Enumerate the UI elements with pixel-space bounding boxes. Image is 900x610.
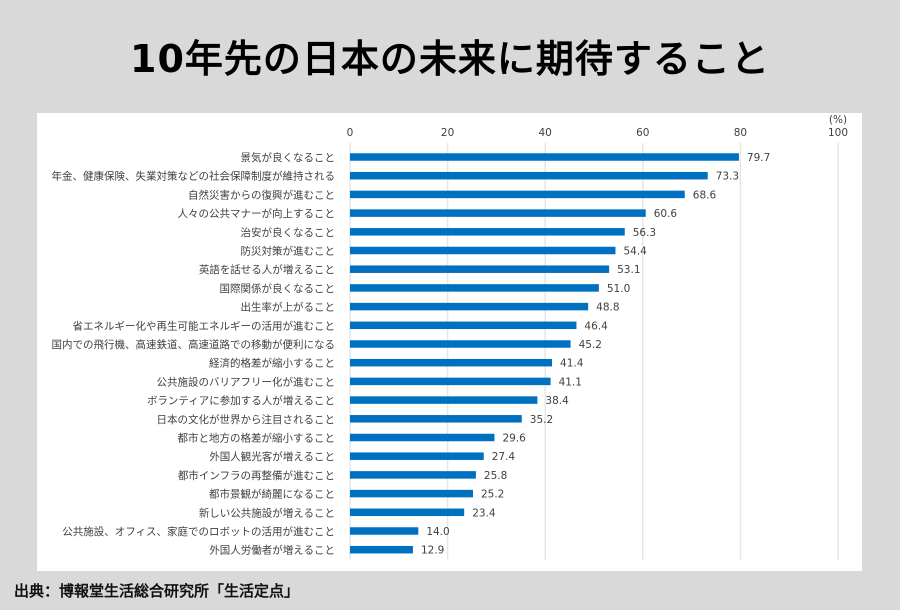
category-label: 経済的格差が縮小すること bbox=[209, 357, 335, 370]
category-label: 都市景観が綺麗になること bbox=[209, 488, 335, 501]
value-label: 14.0 bbox=[426, 526, 449, 538]
bar bbox=[350, 415, 522, 423]
bar bbox=[350, 209, 646, 217]
category-label: 公共施設、オフィス、家庭でのロボットの活用が進むこと bbox=[62, 525, 335, 538]
bar bbox=[350, 302, 589, 311]
bar bbox=[350, 396, 538, 404]
value-label: 25.2 bbox=[481, 489, 504, 501]
value-label: 53.1 bbox=[617, 264, 640, 276]
value-label: 29.6 bbox=[502, 433, 526, 445]
category-label: 国内での飛行機、高速鉄道、高速道路での移動が便利になる bbox=[52, 338, 336, 351]
bar bbox=[350, 358, 553, 367]
value-label: 23.4 bbox=[472, 507, 496, 519]
bar-chart: 0 20 40 60 80 100(%) 景気が良くなること 79.7 年金、健康保険、失業対策… bbox=[52, 114, 848, 560]
category-label: ボランティアに参加する人が増えること bbox=[147, 394, 335, 407]
category-label: 年金、健康保険、失業対策などの社会保障制度が維持される bbox=[52, 170, 336, 183]
value-label: 25.8 bbox=[484, 470, 507, 482]
bar bbox=[350, 508, 465, 517]
value-label: 41.4 bbox=[560, 358, 584, 370]
category-label: 防災対策が進むこと bbox=[241, 245, 336, 258]
x-tick-label: 20 bbox=[441, 127, 454, 139]
category-label: 自然災害からの復興が進むこと bbox=[188, 188, 335, 201]
bar bbox=[350, 284, 599, 292]
unit-label: (%) bbox=[829, 114, 847, 126]
bar bbox=[350, 471, 476, 479]
value-label: 73.3 bbox=[716, 171, 739, 183]
value-label: 56.3 bbox=[633, 227, 656, 239]
value-label: 48.8 bbox=[596, 302, 619, 314]
value-label: 68.6 bbox=[693, 189, 717, 201]
bar bbox=[350, 489, 473, 498]
bar bbox=[350, 433, 495, 442]
category-label: 公共施設のバリアフリー化が進むこと bbox=[157, 375, 336, 388]
value-label: 41.1 bbox=[559, 376, 582, 388]
chart-panel: 0 20 40 60 80 100 (%) 景気が良くなること 79.7 年金、健康保険、失業対策… bbox=[37, 113, 862, 571]
value-label: 60.6 bbox=[654, 208, 678, 220]
value-label: 12.9 bbox=[421, 545, 444, 557]
category-label: 出生率が上がること bbox=[241, 301, 336, 314]
value-label: 27.4 bbox=[492, 451, 516, 463]
category-label: 外国人労働者が増えること bbox=[209, 544, 335, 557]
category-label: 人々の公共マナーが向上すること bbox=[178, 207, 336, 220]
bar bbox=[350, 545, 413, 554]
bar bbox=[350, 321, 577, 330]
value-label: 51.0 bbox=[607, 283, 630, 295]
category-label: 新しい公共施設が増えること bbox=[199, 506, 335, 519]
value-label: 35.2 bbox=[530, 414, 553, 426]
bar bbox=[350, 340, 571, 348]
x-tick-label: 100 bbox=[828, 127, 848, 139]
value-label: 54.4 bbox=[623, 246, 647, 258]
x-tick-label: 60 bbox=[636, 127, 649, 139]
category-label: 省エネルギー化や再生可能エネルギーの活用が進むこと bbox=[73, 319, 336, 332]
x-tick-label: 0 bbox=[347, 127, 354, 139]
category-label: 日本の文化が世界から注目されること bbox=[157, 413, 336, 426]
x-tick-label: 40 bbox=[539, 127, 552, 139]
category-label: 治安が良くなること bbox=[241, 226, 336, 239]
chart-title: 10年先の日本の未来に期待すること bbox=[130, 37, 770, 81]
bar bbox=[350, 265, 610, 273]
bar bbox=[350, 246, 616, 255]
bar bbox=[350, 228, 625, 236]
category-label: 都市インフラの再整備が進むこと bbox=[178, 469, 335, 482]
category-label: 都市と地方の格差が縮小すること bbox=[178, 432, 336, 445]
bar bbox=[350, 171, 708, 180]
category-label: 外国人観光客が増えること bbox=[209, 450, 335, 463]
bar bbox=[350, 377, 551, 386]
category-label: 国際関係が良くなること bbox=[220, 282, 336, 295]
bar bbox=[350, 190, 685, 199]
x-tick-label: 80 bbox=[734, 127, 747, 139]
value-label: 79.7 bbox=[747, 152, 770, 164]
bar bbox=[350, 452, 484, 460]
value-label: 38.4 bbox=[545, 395, 569, 407]
value-label: 46.4 bbox=[584, 320, 608, 332]
bar bbox=[350, 527, 419, 535]
category-label: 景気が良くなること bbox=[241, 151, 336, 164]
bar bbox=[350, 153, 739, 161]
value-label: 45.2 bbox=[579, 339, 602, 351]
source-note: 出典：博報堂生活総合研究所「生活定点」 bbox=[14, 582, 300, 600]
category-label: 英語を話せる人が増えること bbox=[199, 263, 335, 276]
